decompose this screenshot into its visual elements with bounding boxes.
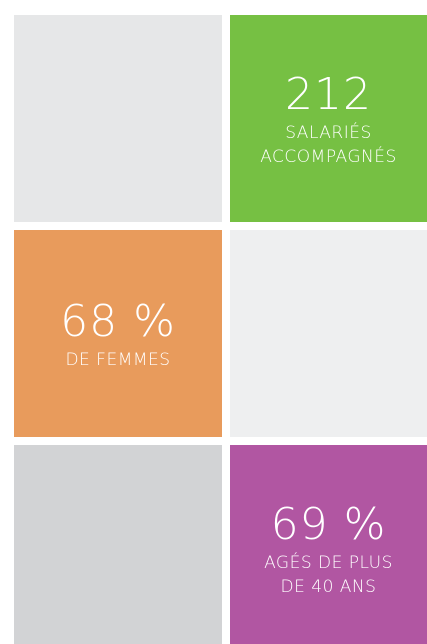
empty-tile: [14, 15, 222, 222]
empty-tile: [230, 230, 427, 437]
stat-tile: 68 % DE FEMMES: [14, 230, 222, 437]
stat-value: 69 %: [270, 498, 387, 550]
stat-tile: 69 % AGÉS DE PLUS DE 40 ANS: [230, 445, 427, 644]
stat-label: DE FEMMES: [65, 349, 171, 370]
stat-label: DE 40 ANS: [280, 576, 377, 597]
stat-value: 212: [285, 68, 372, 120]
stat-label: SALARIÉS: [285, 122, 372, 143]
stat-label: AGÉS DE PLUS: [264, 552, 393, 573]
stat-tile: 212 SALARIÉS ACCOMPAGNÉS: [230, 15, 427, 222]
stat-label: ACCOMPAGNÉS: [260, 146, 397, 167]
stat-value: 68 %: [60, 295, 176, 347]
empty-tile: [14, 445, 222, 644]
